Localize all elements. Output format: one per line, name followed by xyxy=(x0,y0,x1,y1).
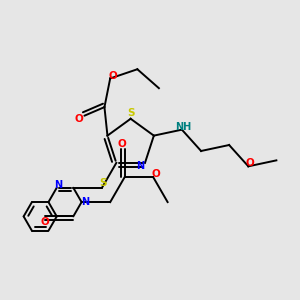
Text: O: O xyxy=(109,70,117,81)
Text: O: O xyxy=(40,217,49,227)
Text: NH: NH xyxy=(175,122,191,132)
Text: N: N xyxy=(81,197,89,207)
Text: O: O xyxy=(74,114,83,124)
Text: N: N xyxy=(136,161,145,171)
Text: O: O xyxy=(245,158,254,169)
Text: S: S xyxy=(99,178,106,188)
Text: O: O xyxy=(151,169,160,179)
Text: O: O xyxy=(117,139,126,149)
Text: N: N xyxy=(54,180,62,190)
Text: S: S xyxy=(127,108,134,118)
